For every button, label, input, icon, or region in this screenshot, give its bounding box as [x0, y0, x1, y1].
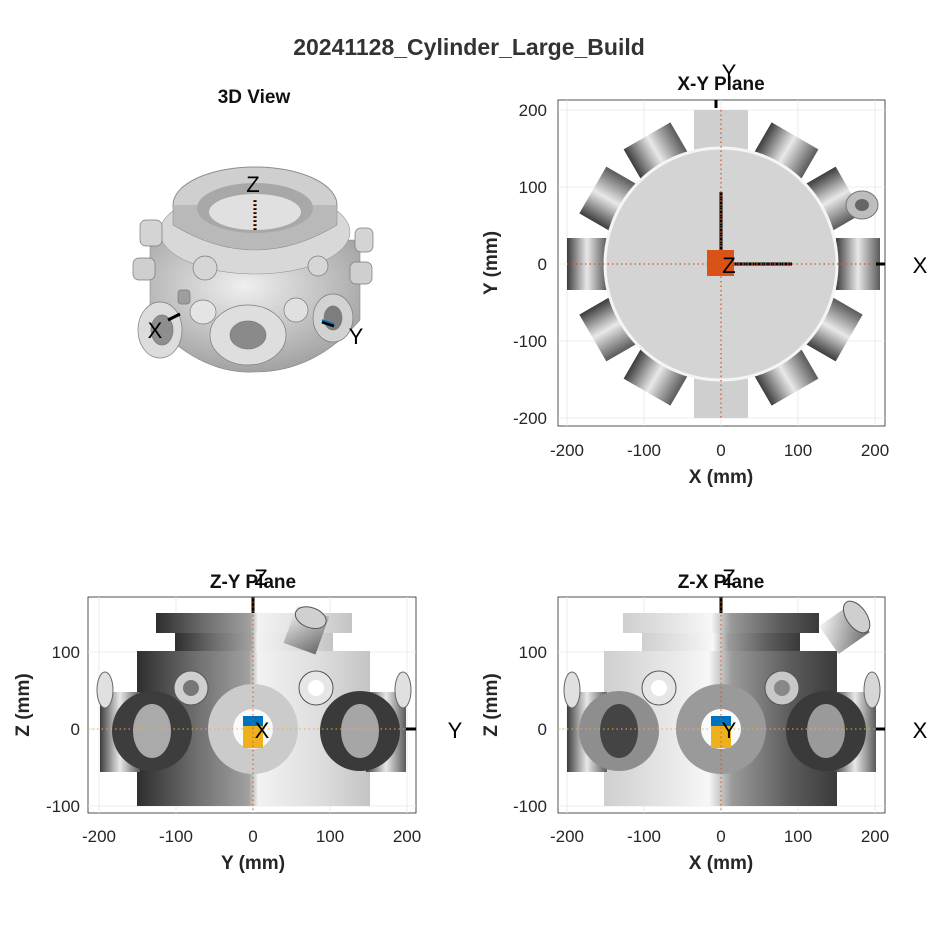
zy-title: Z-Y Plane — [210, 572, 296, 593]
zx-xtick: -100 — [627, 827, 661, 846]
zx-xtick: 100 — [784, 827, 812, 846]
zx-xlabel: X (mm) — [689, 853, 753, 874]
zy-xtick: 100 — [316, 827, 344, 846]
zy-axis-label-y: Y — [448, 718, 463, 743]
zx-title: Z-X Plane — [678, 572, 765, 593]
xy-ytick: 100 — [519, 178, 547, 197]
zx-ytick: 100 — [519, 643, 547, 662]
xy-ytick: 200 — [519, 101, 547, 120]
zx-ytick: 0 — [538, 720, 547, 739]
xy-xtick: 200 — [861, 441, 889, 460]
zx-ytick: -100 — [513, 797, 547, 816]
panel-zx-plane — [557, 596, 886, 814]
zy-axis-label-z: Z — [254, 565, 267, 590]
axis-label-3d-x: X — [148, 318, 163, 343]
panel-zy-plane — [87, 596, 417, 814]
zy-ytick: 100 — [52, 643, 80, 662]
xy-title: X-Y Plane — [677, 74, 764, 95]
axis-label-3d-y: Y — [349, 324, 364, 349]
xy-xtick: 0 — [716, 441, 725, 460]
zx-axis-label-x: X — [913, 718, 928, 743]
zx-xtick: -200 — [550, 827, 584, 846]
xy-ylabel: Y (mm) — [481, 231, 502, 295]
zx-axis-label-y: Y — [722, 718, 737, 743]
xy-axis-label-y: Y — [722, 60, 737, 85]
xy-axis-label-z: Z — [722, 253, 735, 278]
zy-xtick: 0 — [248, 827, 257, 846]
zx-xtick: 200 — [861, 827, 889, 846]
xy-xtick: -200 — [550, 441, 584, 460]
zx-ylabel: Z (mm) — [481, 673, 502, 736]
figure-title: 20241128_Cylinder_Large_Build — [293, 34, 645, 60]
zx-ports — [579, 600, 871, 774]
zy-xtick: 200 — [393, 827, 421, 846]
zx-axis-label-z: Z — [722, 565, 735, 590]
panel-3d-view — [132, 166, 374, 373]
axis-label-3d-z: Z — [246, 172, 259, 197]
xy-xtick: -100 — [627, 441, 661, 460]
zy-ytick: -100 — [46, 797, 80, 816]
xy-center-marker — [707, 250, 734, 276]
xy-ytick: -200 — [513, 409, 547, 428]
xy-ports — [567, 110, 880, 418]
xy-xtick: 100 — [784, 441, 812, 460]
xy-ytick: -100 — [513, 332, 547, 351]
zy-xlabel: Y (mm) — [221, 853, 285, 874]
zy-ytick: 0 — [71, 720, 80, 739]
zy-xtick: -200 — [82, 827, 116, 846]
panel-xy-plane — [557, 99, 886, 427]
zy-axis-label-x: X — [255, 718, 270, 743]
zy-xtick: -100 — [159, 827, 193, 846]
zx-xtick: 0 — [716, 827, 725, 846]
xy-xlabel: X (mm) — [689, 467, 753, 488]
view3d-title: 3D View — [218, 87, 291, 108]
xy-ytick: 0 — [538, 255, 547, 274]
zy-ylabel: Z (mm) — [13, 673, 34, 736]
xy-axis-label-x: X — [913, 253, 928, 278]
ports-3d — [132, 219, 374, 366]
